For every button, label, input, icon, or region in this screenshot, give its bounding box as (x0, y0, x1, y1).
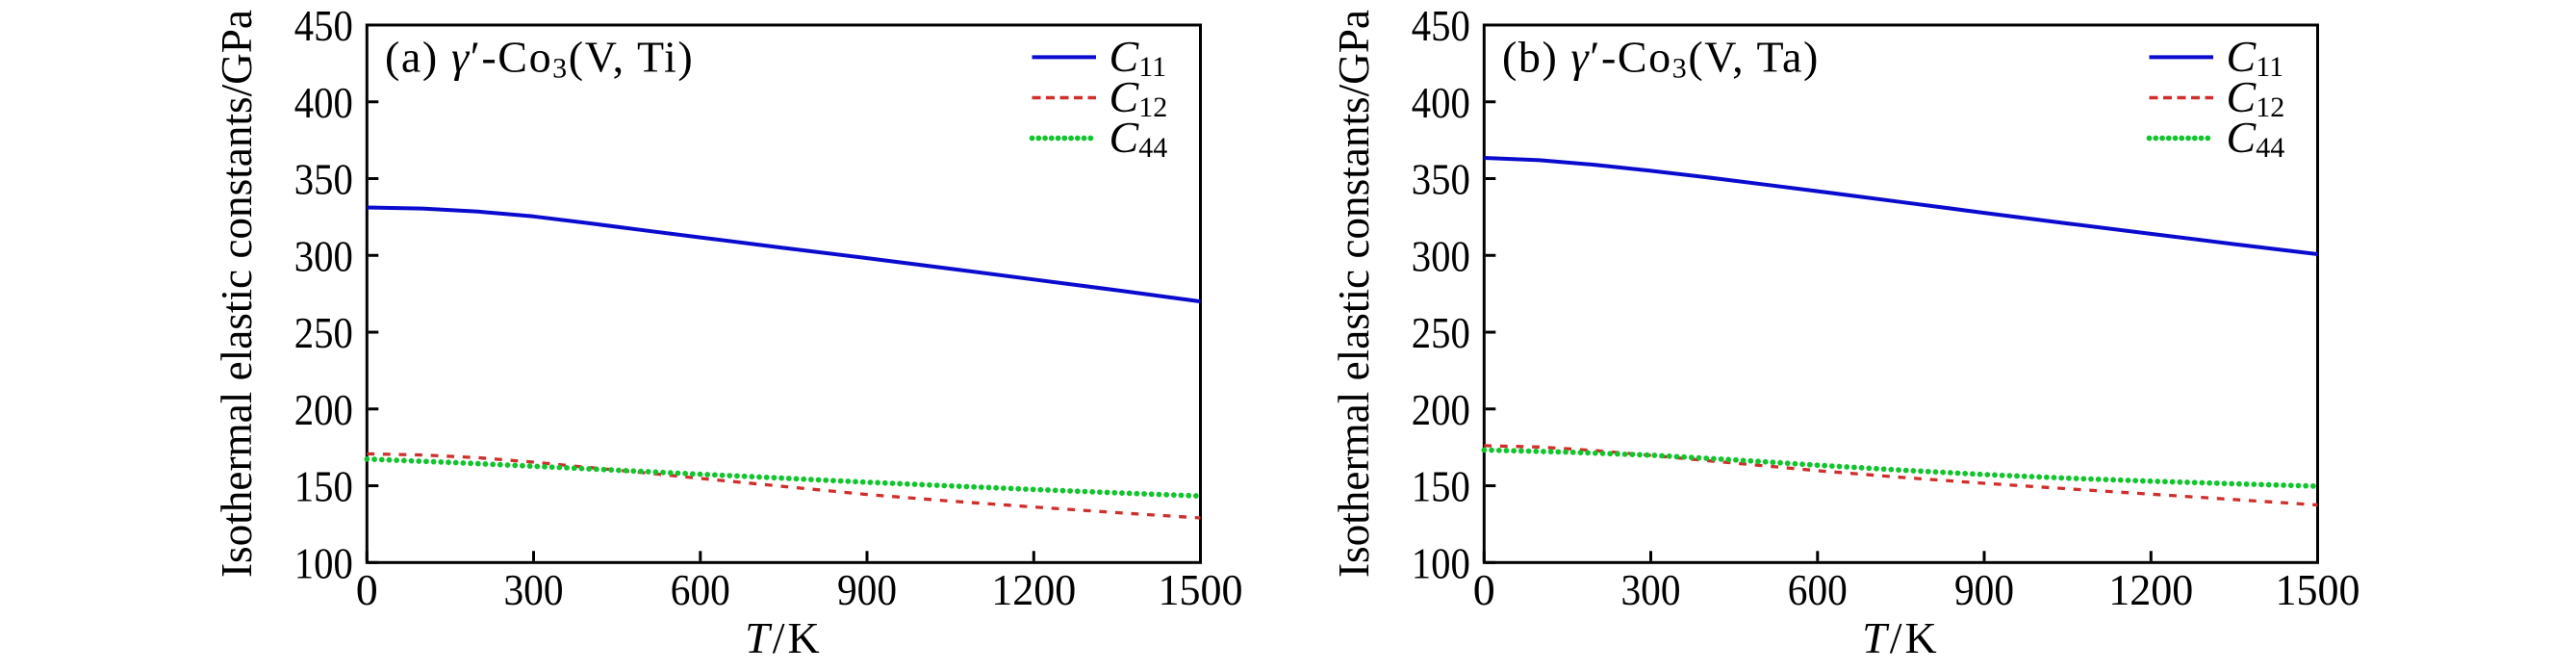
svg-text:600: 600 (671, 565, 730, 614)
svg-text:C11: C11 (1109, 32, 1167, 83)
svg-text:300: 300 (1412, 231, 1470, 280)
svg-text:100: 100 (294, 538, 353, 587)
svg-text:300: 300 (1621, 565, 1681, 614)
svg-text:Isothermal elastic constants/G: Isothermal elastic constants/GPa (1329, 10, 1378, 578)
svg-text:C12: C12 (1109, 72, 1168, 123)
svg-text:250: 250 (294, 308, 353, 357)
svg-text:400: 400 (294, 78, 353, 127)
svg-text:350: 350 (294, 155, 353, 204)
svg-text:250: 250 (1412, 308, 1470, 357)
svg-text:1200: 1200 (991, 565, 1076, 614)
svg-text:0: 0 (356, 565, 378, 614)
svg-text:350: 350 (1412, 155, 1470, 204)
svg-text:T/K: T/K (745, 613, 823, 662)
svg-text:400: 400 (1412, 78, 1470, 127)
svg-text:0: 0 (1473, 565, 1495, 614)
svg-text:300: 300 (294, 231, 353, 280)
svg-text:1500: 1500 (1159, 565, 1243, 614)
svg-text:Isothermal elastic constants/G: Isothermal elastic constants/GPa (212, 10, 261, 578)
svg-text:450: 450 (294, 1, 353, 50)
svg-text:900: 900 (837, 565, 897, 614)
svg-text:(a) γ′-Co3(V, Ti): (a) γ′-Co3(V, Ti) (385, 33, 694, 85)
svg-text:T/K: T/K (1862, 613, 1940, 662)
svg-text:300: 300 (504, 565, 564, 614)
svg-text:C12: C12 (2227, 72, 2285, 123)
svg-text:C11: C11 (2227, 32, 2284, 83)
svg-text:450: 450 (1412, 1, 1470, 50)
svg-text:600: 600 (1788, 565, 1848, 614)
svg-text:100: 100 (1412, 538, 1470, 587)
svg-text:200: 200 (1412, 385, 1470, 434)
svg-text:150: 150 (1412, 462, 1470, 511)
svg-text:1500: 1500 (2276, 565, 2360, 614)
svg-text:(b) γ′-Co3(V, Ta): (b) γ′-Co3(V, Ta) (1502, 33, 1820, 85)
svg-text:200: 200 (294, 385, 353, 434)
svg-text:1200: 1200 (2108, 565, 2193, 614)
svg-text:C44: C44 (2227, 113, 2285, 164)
svg-text:C44: C44 (1109, 113, 1168, 164)
svg-text:150: 150 (294, 462, 353, 511)
svg-text:900: 900 (1954, 565, 2014, 614)
